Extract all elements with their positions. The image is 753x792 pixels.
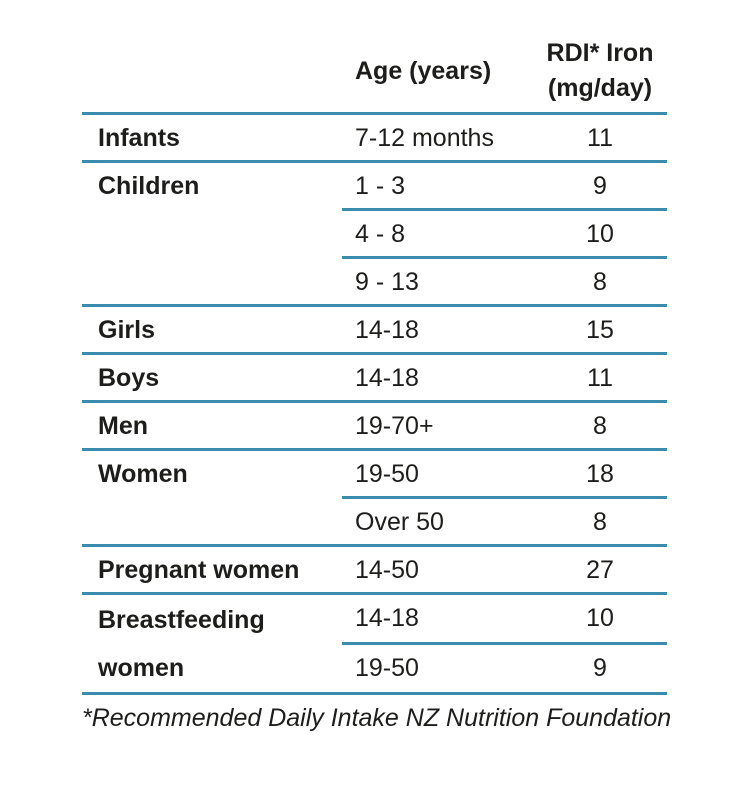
row-label-cell: Girls <box>82 305 342 355</box>
table-row-children-1: Children 1 - 3 9 <box>82 161 667 307</box>
table-row-infants: Infants 7-12 months 11 <box>82 113 667 163</box>
rdi-value-cell: 9 <box>533 643 667 695</box>
header-age-years: Age (years) <box>342 30 533 115</box>
age-cell: Over 50 <box>342 497 533 547</box>
header-empty-cell <box>82 30 342 115</box>
iron-rdi-table: Age (years) RDI* Iron (mg/day) Infants 7… <box>82 30 667 695</box>
table-row-women-2: Over 50 8 <box>82 497 667 547</box>
header-row: Age (years) RDI* Iron (mg/day) <box>82 30 667 115</box>
rdi-value-cell: 10 <box>533 209 667 259</box>
header-rdi-line1: RDI* Iron <box>546 39 654 67</box>
row-label-cell: Men <box>82 401 342 451</box>
table-row-pregnant-women: Pregnant women 14-50 27 <box>82 545 667 595</box>
rdi-value-cell: 8 <box>533 497 667 547</box>
table-row-boys: Boys 14-18 11 <box>82 353 667 403</box>
age-cell: 7-12 months <box>342 113 533 163</box>
rdi-value-cell: 27 <box>533 545 667 595</box>
rdi-value-cell: 8 <box>533 401 667 451</box>
age-cell: 14-50 <box>342 545 533 595</box>
rdi-value-cell: 15 <box>533 305 667 355</box>
footnote: *Recommended Daily Intake NZ Nutrition F… <box>82 704 672 732</box>
table-row-women-1: Women 19-50 18 <box>82 449 667 547</box>
header-rdi-iron: RDI* Iron (mg/day) <box>533 30 667 115</box>
row-label-cell: Pregnant women <box>82 545 342 595</box>
rdi-value-cell: 9 <box>533 161 667 211</box>
age-cell: 1 - 3 <box>342 161 533 211</box>
table-row-breastfeeding-1: Breastfeeding women 14-18 10 <box>82 593 667 695</box>
age-cell: 4 - 8 <box>342 209 533 259</box>
age-cell: 14-18 <box>342 593 533 645</box>
age-cell: 19-50 <box>342 449 533 499</box>
row-label-cell: Boys <box>82 353 342 403</box>
table-row-children-3: 9 - 13 8 <box>82 257 667 307</box>
rdi-value-cell: 11 <box>533 113 667 163</box>
age-cell: 14-18 <box>342 353 533 403</box>
age-cell: 9 - 13 <box>342 257 533 307</box>
table-row-girls: Girls 14-18 15 <box>82 305 667 355</box>
table-row-children-2: 4 - 8 10 <box>82 209 667 259</box>
row-label-cell: Infants <box>82 113 342 163</box>
age-cell: 19-50 <box>342 643 533 695</box>
table-row-breastfeeding-2: 19-50 9 <box>82 643 667 695</box>
row-label-cell: Children <box>82 161 342 307</box>
rdi-value-cell: 18 <box>533 449 667 499</box>
table-row-men: Men 19-70+ 8 <box>82 401 667 451</box>
rdi-value-cell: 10 <box>533 593 667 645</box>
age-cell: 19-70+ <box>342 401 533 451</box>
rdi-value-cell: 11 <box>533 353 667 403</box>
rdi-value-cell: 8 <box>533 257 667 307</box>
row-label-cell: Women <box>82 449 342 547</box>
header-rdi-line2: (mg/day) <box>547 74 653 102</box>
row-label-cell: Breastfeeding women <box>82 593 342 695</box>
age-cell: 14-18 <box>342 305 533 355</box>
